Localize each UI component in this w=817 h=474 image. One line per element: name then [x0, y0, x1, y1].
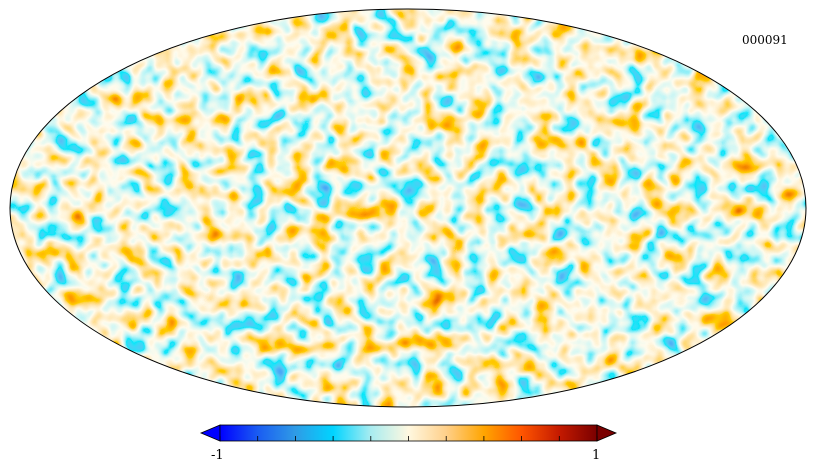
- colorbar-ticks: [219, 436, 598, 441]
- colorbar-extend-max-triangle: [596, 424, 618, 442]
- map-id-label: 000091: [742, 33, 788, 47]
- colorbar-max-label: 1: [592, 448, 601, 463]
- colorbar-extend-min-triangle: [199, 424, 221, 442]
- map-boundary: [9, 8, 807, 408]
- mollweide-map: [10, 9, 806, 407]
- colorbar-min-label: -1: [211, 448, 224, 463]
- colorbar: [199, 424, 618, 442]
